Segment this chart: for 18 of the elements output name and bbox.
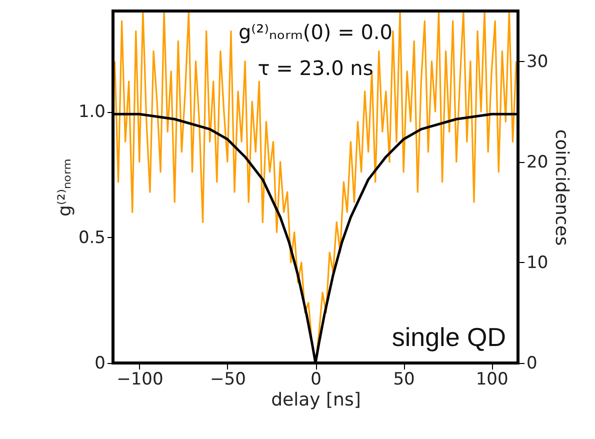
- y-tick-label: 1.0: [78, 102, 106, 122]
- y2-axis-title: coincidences: [551, 129, 572, 246]
- y-tick-label: 0.5: [78, 228, 106, 248]
- x-tick-label: −100: [116, 370, 164, 390]
- y2-tick-label: 0: [526, 354, 538, 374]
- x-tick-label: 50: [393, 370, 415, 390]
- y-tick-label: 0: [94, 354, 106, 374]
- y-axis-title: g⁽²⁾ₙₒᵣₘ: [54, 158, 76, 216]
- annotation: single QD: [392, 322, 506, 352]
- x-axis-title: delay [ns]: [271, 390, 361, 410]
- x-tick-label: −50: [210, 370, 246, 390]
- y2-tick-label: 30: [526, 52, 548, 72]
- annotation: τ = 23.0 ns: [258, 56, 374, 80]
- x-tick-label: 0: [310, 370, 322, 390]
- annotation: g⁽²⁾ₙₒᵣₘ(0) = 0.0: [238, 20, 393, 44]
- y2-tick-label: 10: [526, 252, 548, 273]
- y2-tick-label: 20: [526, 152, 548, 172]
- x-tick-label: 100: [476, 370, 508, 390]
